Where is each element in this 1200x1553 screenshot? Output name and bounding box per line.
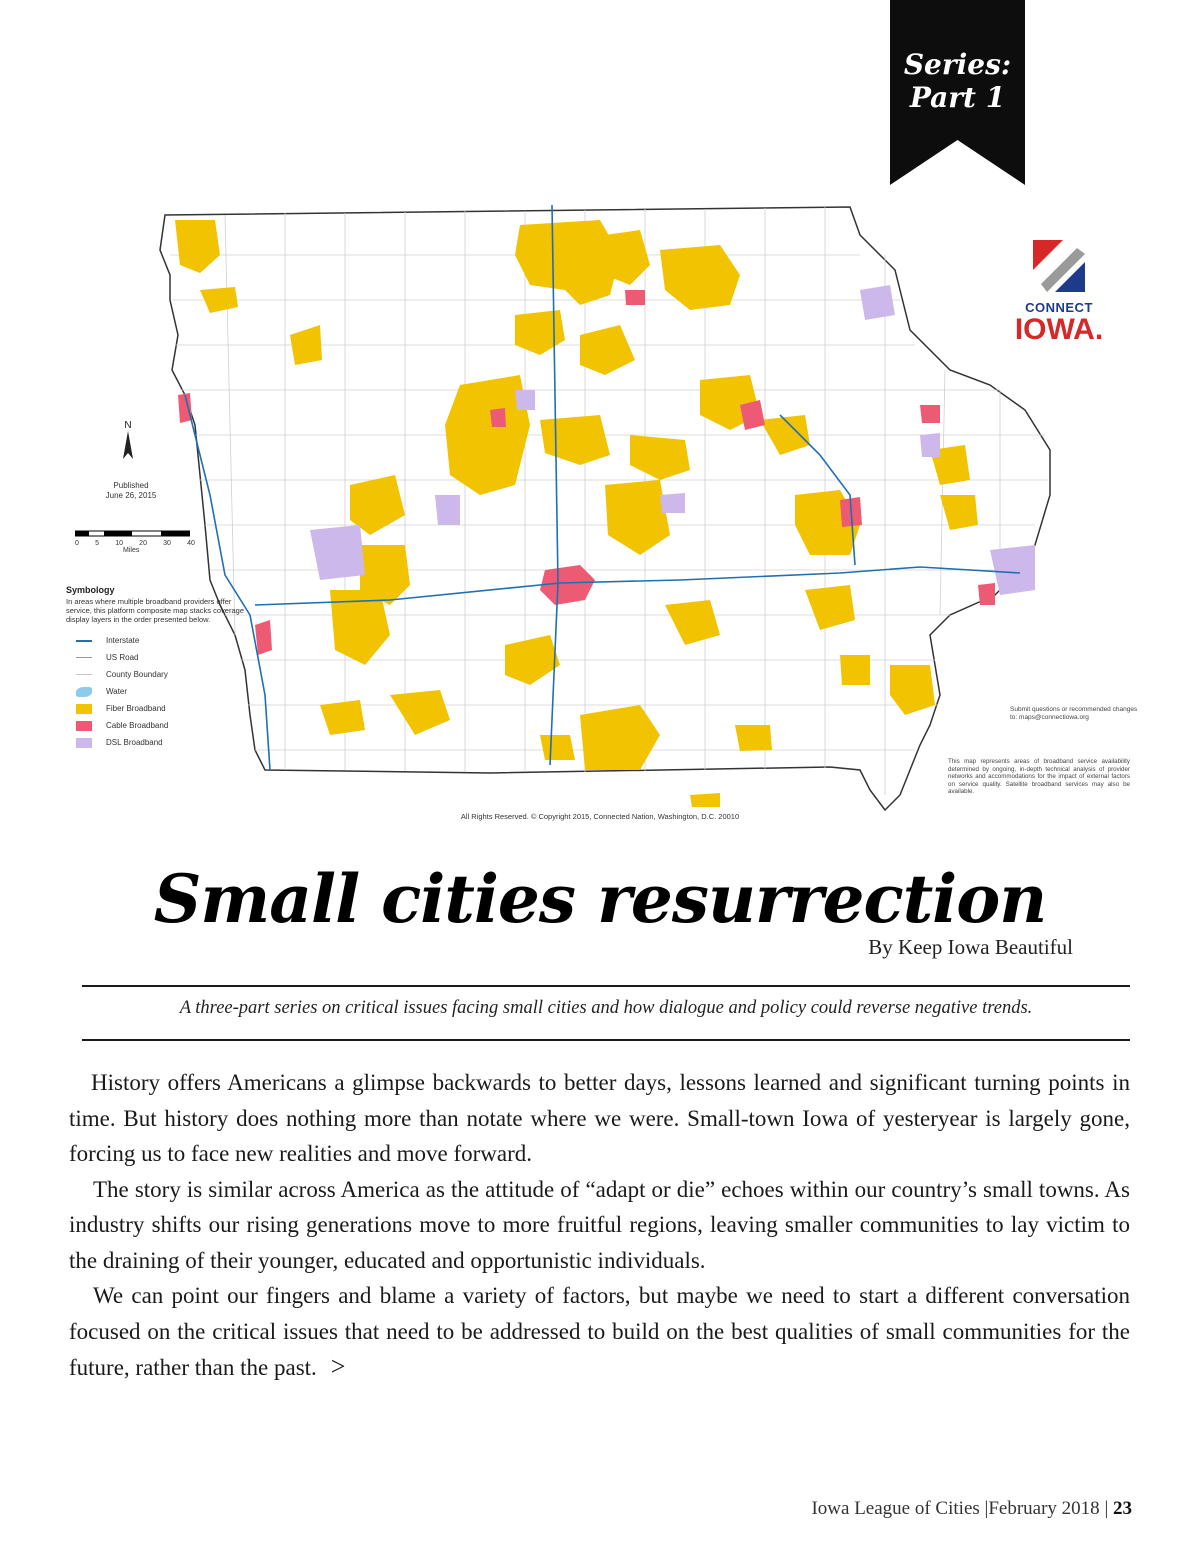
article-byline: By Keep Iowa Beautiful (868, 935, 1073, 959)
road-line-icon (76, 657, 92, 658)
legend-item-interstate: Interstate (66, 632, 251, 649)
connect-iowa-emblem-icon (1033, 240, 1085, 292)
logo-iowa-word: IOWA. (1014, 313, 1104, 346)
logo-connect-word: CONNECT (1025, 300, 1093, 315)
legend-title: Symbology (66, 585, 115, 595)
legend-label: County Boundary (106, 670, 168, 679)
map-disclaimer: This map represents areas of broadband s… (948, 758, 1130, 795)
map-published-date: Published June 26, 2015 (100, 481, 162, 501)
boundary-line-icon (76, 674, 92, 675)
article-title: Small cities resurrection (153, 860, 1048, 938)
footer-publication: Iowa League of Cities (811, 1498, 980, 1519)
dsl-swatch-icon (76, 737, 92, 748)
broadband-map (159, 204, 1051, 812)
ribbon-shape (890, 0, 1025, 185)
dsl-coverage (310, 285, 1035, 595)
scale-tick: 5 (95, 540, 99, 547)
north-label: N (124, 420, 132, 431)
divider-bottom (82, 1039, 1130, 1041)
body-paragraph: History offers Americans a glimpse backw… (69, 1070, 1130, 1166)
north-arrow: N (117, 420, 139, 464)
legend-item-dsl: DSL Broadband (66, 734, 251, 751)
body-paragraph-text: We can point our fingers and blame a var… (69, 1283, 1130, 1380)
map-legend: Symbology In areas where multiple broadb… (66, 585, 251, 751)
article-body: History offers Americans a glimpse backw… (69, 1065, 1130, 1386)
footer-issue: February 2018 (988, 1498, 1100, 1519)
legend-label: Water (106, 687, 128, 696)
legend-label: US Road (106, 653, 139, 662)
map-scale-bar: 0 5 10 20 30 40 Miles (74, 530, 195, 554)
fiber-coverage (175, 220, 978, 807)
published-line-1: Published (113, 481, 149, 490)
ribbon-label: Series: Part 1 (890, 48, 1025, 114)
legend-item-fiber: Fiber Broadband (66, 700, 251, 717)
scale-tick: 30 (163, 540, 171, 547)
legend-item-county-boundary: County Boundary (66, 666, 251, 683)
legend-label: DSL Broadband (106, 738, 163, 747)
body-paragraph: The story is similar across America as t… (69, 1176, 1130, 1273)
divider-top (82, 985, 1130, 987)
map-contact-note: Submit questions or recommended changes … (1010, 706, 1138, 721)
iowa-outline (159, 206, 1051, 812)
article-subhead: A three-part series on critical issues f… (179, 998, 1033, 1018)
interstate-line-icon (76, 639, 92, 642)
ribbon-line-1: Series: (903, 48, 1012, 81)
ribbon-line-2: Part 1 (909, 81, 1006, 114)
body-paragraph-last: We can point our fingers and blame a var… (69, 1278, 1130, 1386)
north-arrow-icon (123, 431, 133, 459)
published-line-2: June 26, 2015 (105, 491, 157, 500)
water-icon (76, 686, 92, 697)
scale-tick: 40 (187, 540, 195, 547)
continued-arrow-icon: > (330, 1352, 346, 1381)
series-ribbon: Series: Part 1 (890, 0, 1025, 185)
cable-swatch-icon (76, 720, 92, 731)
legend-item-cable: Cable Broadband (66, 717, 251, 734)
scale-tick: 0 (75, 540, 79, 547)
legend-label: Cable Broadband (106, 721, 169, 730)
map-copyright: All Rights Reserved. © Copyright 2015, C… (460, 812, 740, 821)
scale-unit: Miles (123, 547, 140, 554)
scale-ticks: 0 5 10 20 30 40 (75, 540, 195, 547)
scale-tick: 10 (115, 540, 123, 547)
scale-tick: 20 (139, 540, 147, 547)
legend-item-us-road: US Road (66, 649, 251, 666)
legend-label: Interstate (106, 636, 140, 645)
page-footer: Iowa League of Cities |February 2018 | 2… (811, 1498, 1132, 1519)
fiber-swatch-icon (76, 703, 92, 714)
legend-label: Fiber Broadband (106, 704, 166, 713)
legend-description: In areas where multiple broadband provid… (66, 597, 244, 624)
page-number: 23 (1113, 1498, 1132, 1519)
connect-iowa-logo: CONNECT IOWA. (1004, 240, 1114, 345)
legend-item-water: Water (66, 683, 251, 700)
scale-bar-graphic (74, 530, 191, 537)
interstate-routes (184, 204, 1021, 771)
